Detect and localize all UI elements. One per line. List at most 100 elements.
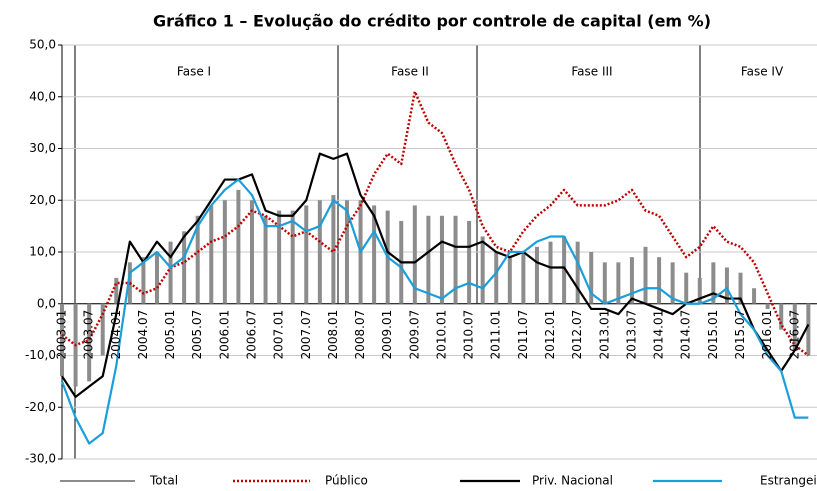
x-tick-label: 2010.01 bbox=[434, 310, 448, 360]
bar bbox=[439, 215, 444, 304]
bar bbox=[711, 262, 716, 304]
bar bbox=[697, 277, 702, 304]
bar bbox=[154, 252, 159, 304]
x-tick-label: 2003.07 bbox=[82, 310, 96, 360]
bar bbox=[562, 236, 567, 304]
bar bbox=[426, 215, 431, 304]
series-line bbox=[61, 152, 810, 398]
bar bbox=[738, 272, 743, 304]
chart-title: Gráfico 1 – Evolução do crédito por cont… bbox=[153, 12, 711, 31]
bar bbox=[752, 288, 757, 304]
bar bbox=[263, 215, 268, 304]
bar bbox=[657, 257, 662, 304]
y-tick-label: 30,0 bbox=[29, 141, 56, 155]
x-tick-label: 2009.07 bbox=[407, 310, 421, 360]
x-tick-label: 2012.01 bbox=[543, 310, 557, 360]
bar bbox=[60, 303, 64, 377]
y-tick-label: -10,0 bbox=[25, 348, 56, 362]
x-tick-label: 2008.01 bbox=[326, 310, 340, 360]
x-tick-label: 2004.07 bbox=[136, 310, 150, 360]
bar bbox=[168, 241, 173, 304]
legend-label: Estrangeiro bbox=[760, 474, 817, 488]
bar bbox=[806, 303, 811, 356]
bar bbox=[222, 200, 227, 304]
bar bbox=[684, 272, 689, 304]
bar bbox=[643, 246, 648, 304]
x-tick-label: 2014.01 bbox=[652, 310, 666, 360]
bar bbox=[521, 252, 526, 304]
y-tick-label: -20,0 bbox=[25, 400, 56, 414]
phase-label: Fase II bbox=[391, 65, 429, 79]
y-tick-label: 50,0 bbox=[29, 38, 56, 52]
bar bbox=[507, 257, 512, 304]
bar bbox=[236, 189, 241, 304]
bar bbox=[195, 215, 200, 304]
bar bbox=[792, 303, 797, 351]
bar bbox=[670, 262, 675, 304]
x-tick-label: 2015.07 bbox=[733, 310, 747, 360]
legend-label: Total bbox=[149, 474, 178, 488]
x-tick-label: 2013.07 bbox=[624, 310, 638, 360]
x-tick-label: 2014.07 bbox=[679, 310, 693, 360]
x-tick-label: 2006.07 bbox=[244, 310, 258, 360]
x-tick-label: 2012.07 bbox=[570, 310, 584, 360]
bar bbox=[277, 210, 282, 304]
bar bbox=[616, 262, 621, 304]
bar bbox=[480, 236, 485, 304]
x-tick-label: 2006.01 bbox=[217, 310, 231, 360]
x-tick-label: 2011.07 bbox=[516, 310, 530, 360]
bar bbox=[182, 231, 187, 304]
bar bbox=[317, 200, 322, 304]
bar bbox=[344, 200, 349, 304]
x-tick-label: 2005.07 bbox=[190, 310, 204, 360]
bar bbox=[141, 257, 146, 304]
bar bbox=[249, 200, 254, 304]
bar bbox=[87, 303, 92, 382]
bar bbox=[589, 252, 594, 304]
bar bbox=[629, 257, 634, 304]
x-tick-label: 2013.01 bbox=[597, 310, 611, 360]
x-tick-label: 2004.01 bbox=[109, 310, 123, 360]
series-line bbox=[61, 90, 810, 357]
bar bbox=[765, 303, 770, 309]
x-tick-label: 2009.01 bbox=[380, 310, 394, 360]
x-tick-label: 2007.07 bbox=[299, 310, 313, 360]
bar bbox=[100, 303, 105, 356]
bar bbox=[114, 277, 119, 304]
phase-label: Fase III bbox=[571, 65, 612, 79]
phase-label: Fase IV bbox=[741, 65, 784, 79]
bar bbox=[779, 303, 784, 330]
x-tick-label: 2011.01 bbox=[489, 310, 503, 360]
phase-label: Fase I bbox=[177, 65, 211, 79]
x-tick-label: 2015.01 bbox=[706, 310, 720, 360]
bar bbox=[304, 205, 309, 304]
bar bbox=[467, 220, 472, 304]
bar bbox=[724, 267, 729, 304]
x-tick-label: 2008.07 bbox=[353, 310, 367, 360]
bar bbox=[209, 205, 214, 304]
y-tick-label: 40,0 bbox=[29, 89, 56, 103]
y-tick-label: 0,0 bbox=[37, 296, 56, 310]
legend-label: Público bbox=[325, 474, 368, 488]
bar bbox=[575, 241, 580, 304]
bar bbox=[494, 252, 499, 304]
bar bbox=[290, 210, 295, 304]
x-tick-label: 2016.07 bbox=[787, 310, 801, 360]
legend-label: Priv. Nacional bbox=[532, 474, 613, 488]
x-tick-label: 2007.01 bbox=[272, 310, 286, 360]
x-tick-label: 2003.01 bbox=[55, 310, 69, 360]
x-tick-label: 2005.01 bbox=[163, 310, 177, 360]
bar bbox=[534, 246, 539, 304]
x-tick-label: 2016.01 bbox=[760, 310, 774, 360]
x-tick-label: 2010.07 bbox=[462, 310, 476, 360]
bar bbox=[412, 205, 417, 304]
bar bbox=[453, 215, 458, 304]
y-tick-label: -30,0 bbox=[25, 452, 56, 466]
bar bbox=[602, 262, 607, 304]
series-line bbox=[60, 178, 809, 445]
y-tick-label: 20,0 bbox=[29, 193, 56, 207]
bar bbox=[372, 205, 377, 304]
bar bbox=[548, 241, 553, 304]
y-tick-label: 10,0 bbox=[29, 245, 56, 259]
